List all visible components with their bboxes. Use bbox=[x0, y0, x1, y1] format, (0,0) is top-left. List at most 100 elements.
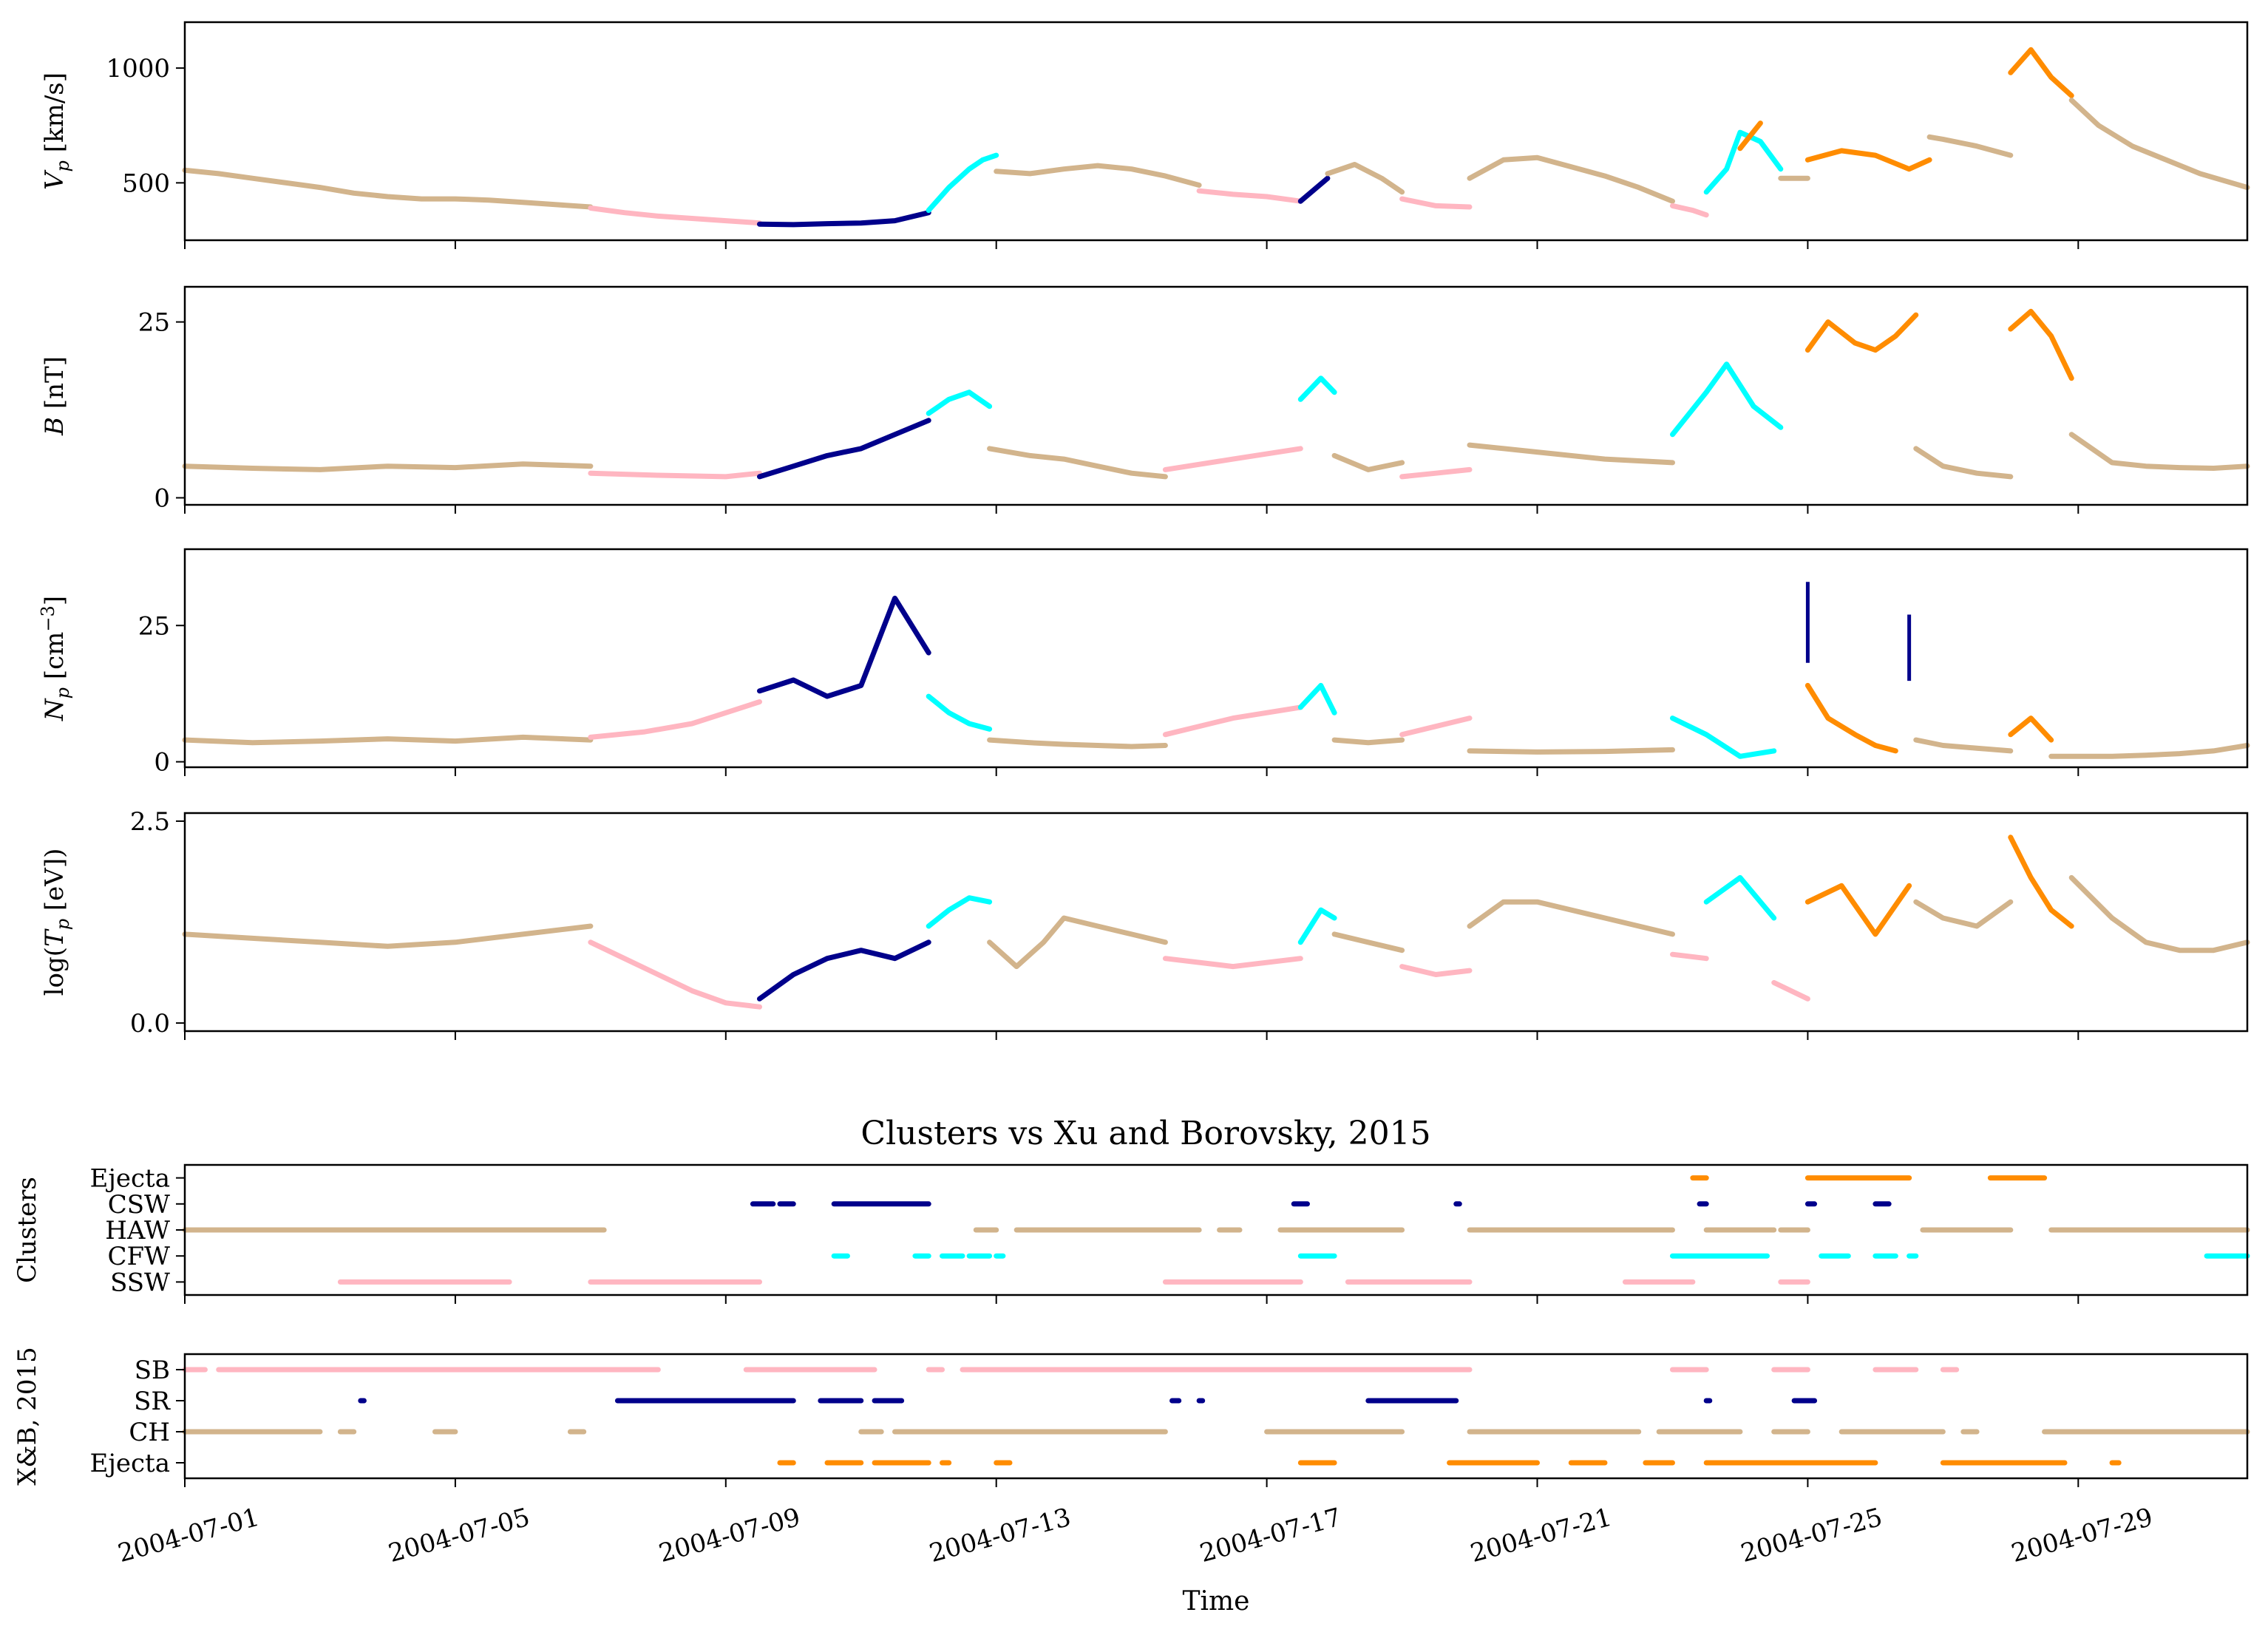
np-series-5 bbox=[1162, 704, 1303, 738]
b-series-4 bbox=[987, 446, 1168, 480]
b-ylabel: B [nT] bbox=[40, 356, 69, 436]
velocity-panel: 500 1000 Vp [km/s] bbox=[40, 21, 2250, 249]
vp-series-0 bbox=[182, 167, 594, 210]
xb-ytick-label-2: SR bbox=[134, 1387, 171, 1416]
b-series-8 bbox=[1399, 466, 1473, 480]
np-series-4 bbox=[987, 737, 1168, 749]
tp-ytick-label-0: 0.0 bbox=[130, 1009, 170, 1039]
np-axes-frame bbox=[183, 548, 2249, 769]
density-panel: 0 25 Np [cm−3] bbox=[38, 548, 2250, 778]
np-ytick-label-0: 0 bbox=[154, 748, 170, 778]
vp-ylabel-sub: p bbox=[52, 160, 73, 171]
b-series-9 bbox=[1467, 442, 1675, 466]
xb-ylabel: X&B, 2015 bbox=[13, 1347, 42, 1486]
vp-ylabel-unit: [km/s] bbox=[40, 72, 69, 160]
np-series-14 bbox=[1913, 737, 2014, 754]
np-series-16 bbox=[2048, 743, 2250, 759]
xb-ytick-label-0: Ejecta bbox=[90, 1449, 170, 1478]
np-ylabel-main: N bbox=[40, 698, 69, 721]
vp-series-8 bbox=[1399, 196, 1473, 210]
vp-series-15 bbox=[1926, 134, 2014, 158]
tp-series-12 bbox=[1771, 979, 1810, 1002]
tp-series-16 bbox=[2068, 874, 2250, 954]
xb-series-group bbox=[182, 1367, 2250, 1466]
np-series-7 bbox=[1331, 737, 1405, 746]
tp-ylabel: log(Tp [eV]) bbox=[40, 849, 73, 996]
tp-series-10 bbox=[1670, 951, 1709, 962]
vp-ylabel: Vp [km/s] bbox=[40, 72, 73, 190]
clusters-ytick-label-1: CFW bbox=[107, 1242, 170, 1271]
np-series-6 bbox=[1297, 682, 1337, 715]
vp-series-12 bbox=[1737, 120, 1763, 152]
xb-ytick-label-3: SB bbox=[135, 1356, 170, 1385]
np-series-15 bbox=[2008, 715, 2054, 743]
b-series-1 bbox=[588, 470, 762, 480]
b-series-group bbox=[182, 308, 2250, 480]
tp-series-14 bbox=[1913, 899, 2014, 929]
b-series-12 bbox=[1913, 446, 2014, 480]
vp-series-17 bbox=[2068, 98, 2250, 191]
np-series-10 bbox=[1670, 715, 1777, 759]
np-ylabel-sup: −3 bbox=[38, 605, 58, 631]
b-series-5 bbox=[1162, 446, 1303, 472]
vp-series-group bbox=[182, 47, 2250, 228]
b-series-7 bbox=[1331, 452, 1405, 472]
vp-series-16 bbox=[2008, 47, 2074, 98]
clusters-ytick-label-3: CSW bbox=[108, 1190, 170, 1220]
vp-series-14 bbox=[1804, 148, 1932, 172]
tp-series-0 bbox=[182, 923, 594, 949]
np-ylabel-sub: p bbox=[52, 687, 73, 698]
tp-series-6 bbox=[1297, 907, 1337, 945]
vp-series-9 bbox=[1467, 154, 1675, 204]
tp-series-3 bbox=[926, 895, 993, 929]
vp-series-4 bbox=[994, 163, 1202, 188]
x-axis-label: Time bbox=[1183, 1586, 1250, 1617]
np-series-9 bbox=[1467, 747, 1675, 755]
np-series-3 bbox=[926, 693, 993, 732]
tp-series-group bbox=[182, 835, 2250, 1010]
b-series-11 bbox=[1804, 312, 1919, 353]
vp-series-2 bbox=[757, 210, 931, 228]
tp-series-13 bbox=[1804, 883, 1912, 937]
vp-series-1 bbox=[588, 205, 762, 226]
clusters-ytick-label-2: HAW bbox=[105, 1216, 170, 1245]
xb-ytick-label-1: CH bbox=[129, 1418, 170, 1447]
vp-ytick-label-0: 500 bbox=[122, 169, 170, 198]
tp-series-5 bbox=[1162, 956, 1303, 970]
tp-series-1 bbox=[588, 939, 762, 1010]
np-series-group bbox=[182, 582, 2250, 759]
b-axes-frame bbox=[183, 285, 2249, 506]
b-ylabel-unit: [nT] bbox=[40, 356, 69, 417]
clusters-ytick-label-4: Ejecta bbox=[90, 1164, 170, 1194]
np-ylabel: Np [cm−3] bbox=[38, 596, 73, 721]
np-series-8 bbox=[1399, 715, 1473, 738]
clusters-ylabel: Clusters bbox=[13, 1177, 42, 1283]
tp-ytick-label-1: 2.5 bbox=[130, 807, 170, 837]
vp-series-6 bbox=[1297, 175, 1331, 204]
b-series-2 bbox=[757, 418, 931, 480]
np-series-0 bbox=[182, 734, 594, 746]
b-ylabel-main: B bbox=[40, 417, 69, 436]
vp-series-3 bbox=[926, 152, 999, 214]
tp-ylabel-pre: log( bbox=[40, 947, 69, 996]
b-series-14 bbox=[2068, 432, 2250, 471]
vp-ylabel-main: V bbox=[40, 169, 69, 190]
tp-series-11 bbox=[1703, 874, 1777, 921]
b-series-3 bbox=[926, 390, 993, 416]
np-ytick-label-1: 25 bbox=[138, 611, 170, 641]
b-series-0 bbox=[182, 461, 594, 472]
magnetic-field-panel: 0 25 B [nT] bbox=[40, 285, 2250, 514]
tp-series-8 bbox=[1399, 964, 1473, 977]
vp-series-7 bbox=[1325, 162, 1405, 195]
np-series-2 bbox=[757, 595, 931, 699]
np-ylabel-unit: [cm bbox=[40, 632, 69, 687]
np-series-11 bbox=[1804, 682, 1898, 754]
tp-series-2 bbox=[757, 939, 931, 1002]
tp-ylabel-sub: p bbox=[52, 919, 73, 930]
tp-ylabel-unit: [eV]) bbox=[40, 849, 69, 919]
b-ytick-label-0: 0 bbox=[154, 483, 170, 513]
